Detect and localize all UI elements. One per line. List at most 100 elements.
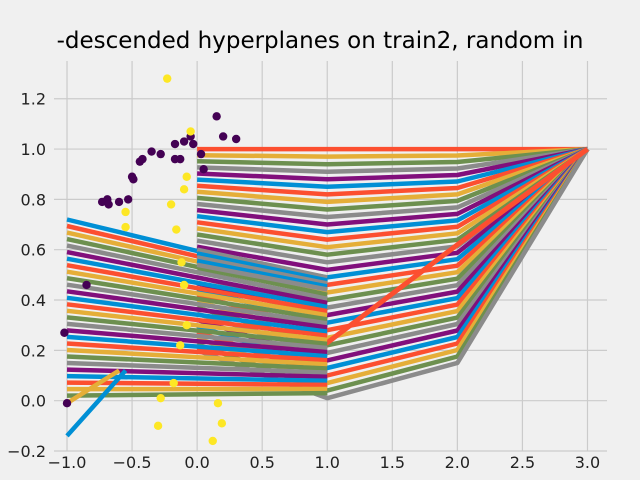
x-tick-label: 2.5 — [510, 453, 535, 472]
hyperplane-line — [66, 256, 328, 310]
data-point — [156, 149, 165, 159]
hyperplane-line — [66, 347, 328, 367]
hyperplane-lines — [65, 146, 590, 438]
data-point — [166, 200, 176, 209]
data-point — [182, 172, 191, 181]
hyperplane-line — [196, 262, 328, 292]
data-point — [104, 200, 113, 209]
hyperplane-line — [66, 334, 328, 359]
hyperplane-line — [66, 341, 328, 363]
hyperplane-line — [66, 269, 328, 318]
data-points — [60, 74, 241, 446]
data-point — [186, 127, 195, 136]
hyperplane-line — [196, 146, 588, 182]
x-tick-label: 1.5 — [380, 453, 405, 472]
hyperplane-line — [66, 289, 328, 330]
hyperplane-line — [196, 247, 328, 280]
hyperplane-line — [196, 147, 589, 220]
hyperplane-line — [66, 249, 328, 306]
hyperplane-line — [66, 380, 328, 388]
data-point — [163, 74, 172, 83]
x-tick-label: −1.0 — [48, 453, 87, 472]
hyperplane-line — [197, 146, 588, 167]
hyperplane-line — [66, 243, 328, 302]
hyperplane-line — [65, 368, 128, 438]
x-tick-label: 0.0 — [184, 453, 209, 472]
data-point — [231, 134, 241, 144]
data-point — [82, 280, 91, 290]
hyperplane-line — [65, 368, 121, 406]
chart-title: -descended hyperplanes on train2, random… — [57, 28, 584, 54]
hyperplane-line — [196, 147, 589, 242]
hyperplane-line — [196, 146, 589, 197]
hyperplane-line — [66, 328, 328, 355]
data-point — [199, 164, 208, 174]
data-point — [208, 436, 217, 446]
x-tick-label: −0.5 — [113, 453, 152, 472]
data-point — [217, 419, 227, 428]
y-tick-label: 0.6 — [21, 241, 46, 260]
data-point — [121, 222, 130, 232]
hyperplane-line — [196, 146, 589, 205]
data-point — [182, 320, 191, 330]
hyperplane-line — [196, 258, 328, 289]
data-point — [196, 149, 206, 159]
data-point — [62, 398, 72, 408]
y-tick-label: 1.2 — [21, 90, 46, 109]
y-tick-label: −0.2 — [7, 442, 46, 461]
hyperplane-line — [66, 367, 328, 379]
hyperplane-line — [66, 315, 328, 347]
data-point — [114, 197, 124, 207]
data-point — [147, 147, 156, 156]
hyperplane-line — [66, 360, 328, 375]
y-tick-label: 0.4 — [21, 291, 46, 310]
hyperplane-line — [66, 282, 328, 326]
hyperplane-line — [196, 255, 328, 286]
hyperplane-line — [196, 146, 589, 190]
data-point — [60, 328, 69, 337]
data-point — [212, 112, 221, 121]
hyperplane-line — [66, 295, 328, 334]
data-point — [123, 195, 133, 204]
hyperplane-line — [66, 354, 328, 371]
data-point — [189, 139, 198, 149]
hyperplane-line — [196, 147, 589, 227]
hyperplane-line — [66, 302, 328, 338]
data-point — [156, 393, 165, 403]
hyperplane-line — [66, 275, 328, 322]
data-point — [218, 132, 228, 141]
hyperplane-line — [196, 251, 328, 283]
hyperplane-line — [66, 308, 328, 343]
hyperplane-line — [66, 390, 328, 398]
data-point — [213, 398, 223, 408]
data-point — [179, 137, 189, 146]
data-point — [138, 154, 147, 164]
x-tick-label: 2.0 — [445, 453, 470, 472]
y-tick-label: 0.8 — [21, 190, 46, 209]
data-point — [179, 185, 189, 194]
hyperplane-line — [196, 147, 589, 235]
data-point — [170, 139, 180, 149]
hyperplane-line — [196, 147, 589, 250]
hyperplane-line — [197, 146, 588, 174]
x-tick-label: 1.0 — [315, 453, 340, 472]
x-tick-label: 3.0 — [575, 453, 600, 472]
data-point — [176, 154, 185, 164]
data-point — [169, 378, 178, 388]
data-point — [153, 421, 163, 431]
data-point — [129, 175, 138, 184]
y-tick-label: 0.2 — [21, 341, 46, 360]
hyperplane-line — [197, 146, 588, 159]
grid — [54, 61, 607, 452]
hyperplane-line — [196, 147, 589, 212]
hyperplane-line — [66, 321, 328, 351]
data-point — [177, 258, 186, 267]
tick-labels: −1.0 −0.5 0.0 0.5 1.0 1.5 2.0 2.5 3.0 −0.2 0.0 0.2 0… — [7, 90, 600, 472]
hyperplane-line — [196, 147, 589, 273]
data-point — [121, 207, 130, 217]
data-point — [172, 225, 181, 234]
hyperplane-line — [66, 262, 328, 314]
y-tick-label: 0.0 — [21, 392, 46, 411]
x-tick-label: 0.5 — [249, 453, 274, 472]
y-tick-label: 1.0 — [21, 140, 46, 159]
